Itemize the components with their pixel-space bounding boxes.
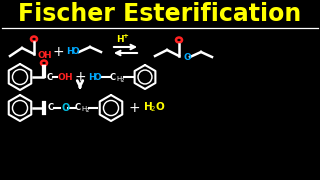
Text: O: O: [37, 51, 45, 60]
Text: H: H: [144, 102, 153, 112]
Text: O: O: [72, 48, 80, 57]
Text: H: H: [66, 48, 74, 57]
Text: H: H: [64, 73, 72, 82]
Text: O: O: [61, 103, 69, 113]
Text: +: +: [122, 33, 128, 39]
Text: C: C: [48, 103, 54, 112]
Text: C: C: [75, 103, 81, 112]
Text: H: H: [88, 73, 96, 82]
Text: +: +: [52, 45, 64, 59]
Text: H: H: [43, 51, 51, 60]
Text: +: +: [74, 70, 86, 84]
Text: 2: 2: [86, 107, 90, 112]
Text: C: C: [110, 73, 116, 82]
Text: C: C: [47, 73, 53, 82]
Text: Fischer Esterification: Fischer Esterification: [18, 2, 302, 26]
Text: O: O: [58, 73, 66, 82]
Text: 2: 2: [121, 78, 124, 82]
Text: O: O: [183, 53, 191, 62]
Text: H: H: [116, 76, 121, 82]
Text: H: H: [81, 106, 86, 112]
Text: O: O: [94, 73, 102, 82]
Text: H: H: [116, 35, 124, 44]
Text: O: O: [156, 102, 165, 112]
Text: 2: 2: [151, 106, 156, 112]
Text: +: +: [128, 101, 140, 115]
